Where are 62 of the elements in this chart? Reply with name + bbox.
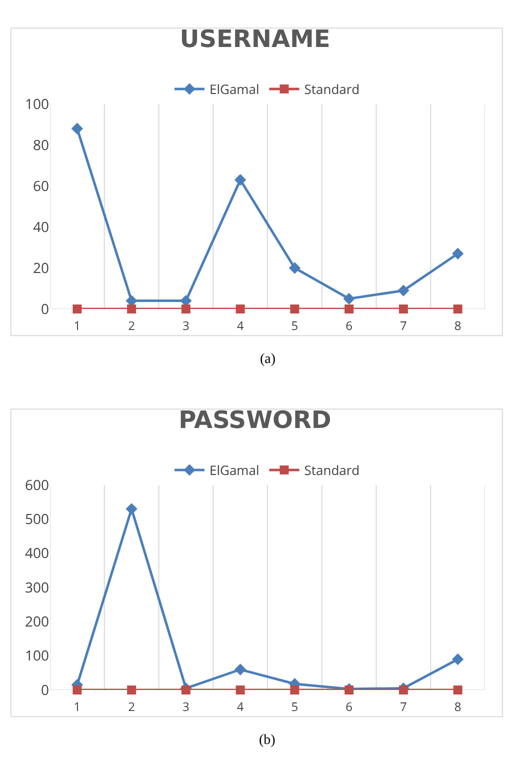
x-tick-label: 6 [346, 317, 353, 334]
chart-title: USERNAME [180, 25, 330, 54]
x-tick-label: 2 [128, 317, 136, 334]
point [181, 686, 190, 694]
y-tick-label: 500 [24, 510, 49, 530]
point [72, 304, 82, 314]
x-tick-label: 7 [400, 317, 408, 334]
x-tick-label: 1 [74, 317, 81, 334]
x-tick-label: 3 [182, 698, 190, 715]
x-tick-label: 4 [236, 698, 244, 715]
point [181, 304, 190, 314]
y-tick-label: 0 [40, 300, 49, 319]
x-tick-label: 8 [454, 317, 462, 334]
point [343, 292, 355, 305]
x-tick-label: 3 [182, 317, 190, 334]
point [453, 686, 462, 694]
point [236, 304, 245, 314]
x-tick-label: 4 [236, 317, 244, 334]
point [127, 304, 136, 314]
point [71, 122, 84, 134]
point [452, 248, 464, 260]
legend-label: Standard [304, 80, 360, 98]
point [234, 174, 246, 186]
legend-label: Standard [304, 461, 360, 480]
chart-title: PASSWORD [178, 406, 332, 434]
y-tick-label: 80 [32, 136, 49, 155]
y-tick-label: 100 [24, 646, 49, 666]
point [236, 686, 245, 694]
point [344, 304, 354, 314]
point [72, 686, 82, 694]
x-tick-label: 5 [291, 698, 298, 715]
point [398, 304, 408, 314]
point [234, 664, 246, 676]
point [290, 304, 300, 314]
x-tick-label: 7 [400, 698, 408, 715]
y-tick-label: 100 [24, 94, 49, 114]
point [127, 686, 136, 694]
legend-label: ElGamal [210, 80, 260, 98]
y-tick-label: 20 [32, 258, 49, 278]
text: (a) [260, 352, 276, 367]
y-tick-label: 40 [32, 218, 49, 237]
y-tick-label: 300 [24, 578, 49, 598]
y-tick-label: 400 [24, 544, 49, 564]
y-tick-label: 200 [24, 612, 49, 632]
point [344, 686, 354, 694]
point [398, 284, 410, 296]
point [453, 304, 462, 314]
x-tick-label: 1 [74, 698, 81, 715]
text: (b) [259, 733, 276, 748]
x-tick-label: 8 [454, 698, 462, 715]
point [452, 653, 464, 666]
point [126, 503, 138, 515]
x-tick-label: 6 [346, 698, 353, 715]
legend-label: ElGamal [210, 461, 260, 480]
y-tick-label: 60 [32, 176, 49, 196]
point [398, 686, 408, 694]
y-tick-label: 0 [40, 680, 49, 700]
x-tick-label: 2 [128, 698, 136, 715]
point [290, 686, 300, 694]
y-tick-label: 600 [24, 476, 49, 495]
x-tick-label: 5 [291, 317, 298, 334]
point [288, 262, 301, 274]
